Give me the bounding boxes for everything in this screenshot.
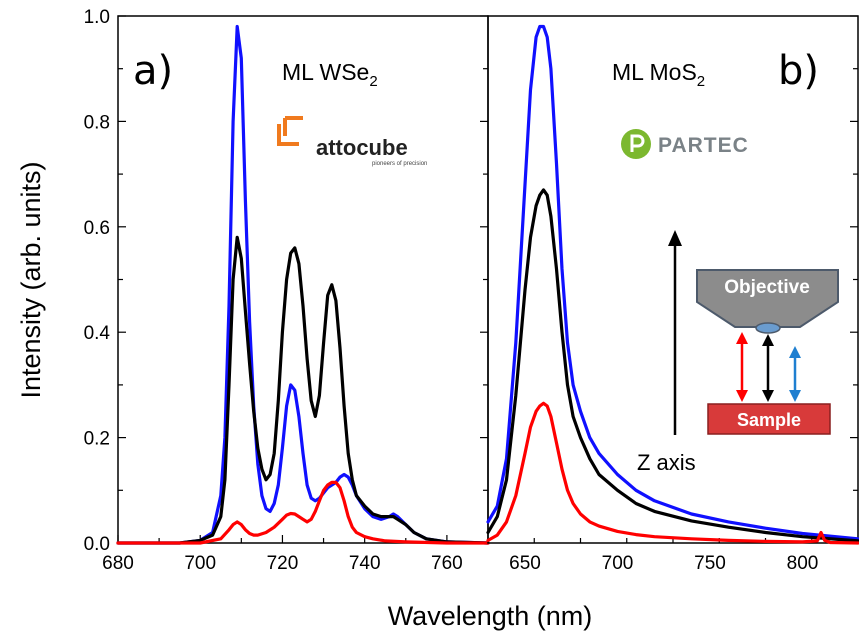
panel-b-material-text: ML MoS: [612, 59, 697, 85]
attocube-logo: attocube pioneers of precision: [277, 116, 427, 167]
z-axis-label: Z axis: [637, 450, 696, 475]
objective-label: Objective: [724, 277, 810, 298]
panel-a-x-tick-label: 720: [267, 553, 299, 574]
z-axis-arrowhead: [668, 230, 682, 246]
panel-a-x-tick-label: 740: [349, 553, 381, 574]
panel-b-tag: b): [778, 48, 819, 94]
panel-a-tag: a): [133, 48, 173, 94]
panel-b-series-black: [486, 188, 859, 543]
panel-a: 680 700 720 740 760 0.0 0.2 0.4 0.6 0.8 1.0 a) ML …: [84, 7, 490, 574]
panel-b-x-tick-label: 700: [602, 553, 634, 574]
partec-logo: PARTEC: [621, 129, 749, 159]
objective-lens: [755, 322, 781, 334]
y-tick-label: 0.8: [84, 112, 110, 133]
panel-a-x-tick-label: 700: [184, 553, 216, 574]
sample-block: [707, 403, 831, 435]
panel-b-series-blue: [486, 24, 859, 541]
panel-b-x-tick-label: 650: [509, 553, 541, 574]
attocube-logo-mark: [283, 116, 303, 136]
panel-b: 650 700 750 800 b) ML MoS2 PARTEC Z axis Ob…: [486, 15, 859, 574]
y-tick-label: 0.6: [84, 218, 110, 239]
panel-a-material-subscript: 2: [369, 73, 377, 90]
attocube-logo-mark-inner: [277, 124, 299, 146]
panel-b-series-red: [486, 401, 859, 545]
sample-label: Sample: [737, 410, 801, 430]
black-double-arrow: [762, 334, 774, 402]
panel-b-x-tick-label: 750: [694, 553, 726, 574]
partec-logo-p-glyph: [630, 134, 645, 152]
partec-logo-text: PARTEC: [658, 134, 749, 157]
partec-logo-mark: [621, 129, 651, 159]
red-double-arrow: [736, 332, 748, 402]
panel-a-x-tick-label: 680: [102, 553, 134, 574]
panel-b-x-tick-label: 800: [787, 553, 819, 574]
attocube-logo-text: attocube: [316, 135, 408, 160]
x-axis-title: Wavelength (nm): [388, 601, 593, 631]
panel-a-material-label: ML WSe2: [282, 59, 378, 90]
panel-b-material-subscript: 2: [697, 73, 705, 90]
setup-schematic: Objective Sample: [696, 269, 839, 435]
y-tick-label: 1.0: [84, 7, 110, 28]
attocube-logo-tagline: pioneers of precision: [372, 161, 427, 167]
y-tick-label: 0.0: [84, 534, 110, 555]
objective-body: [696, 269, 839, 328]
panel-a-series-black: [116, 235, 490, 545]
panel-a-series-red: [116, 480, 490, 545]
blue-double-arrow: [789, 346, 801, 402]
panel-a-material-text: ML WSe: [282, 59, 369, 85]
panel-a-series-blue: [116, 24, 490, 545]
y-tick-label: 0.2: [84, 429, 110, 450]
panel-b-material-label: ML MoS2: [612, 59, 705, 90]
y-tick-label: 0.4: [84, 323, 111, 344]
y-axis-title: Intensity (arb. units): [16, 161, 46, 398]
panel-a-x-tick-label: 760: [431, 553, 463, 574]
